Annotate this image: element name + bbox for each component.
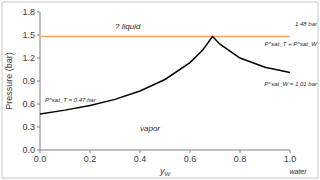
- x-tick-label: 0.6: [184, 154, 197, 164]
- x-tick: [240, 150, 241, 153]
- plot-area: [40, 37, 290, 114]
- y-tick: [37, 104, 40, 105]
- x-tick: [90, 150, 91, 153]
- y-tick: [37, 35, 40, 36]
- x-axis: [40, 150, 290, 151]
- pressure-line: [40, 36, 290, 38]
- annotation: vapor: [140, 124, 160, 133]
- chart: 0.00.30.60.91.21.51.80.00.20.40.60.81.0P…: [0, 0, 320, 180]
- y-tick-label: 0.9: [22, 76, 35, 86]
- annotation: 1.48 bar: [295, 21, 318, 27]
- annotation: P^sat_T + P^sat_W: [265, 41, 319, 47]
- y-tick: [37, 58, 40, 59]
- y-tick: [37, 12, 40, 13]
- annotation: P^sat_T = 0.47 bar: [45, 97, 97, 103]
- x-axis-label: yW: [159, 166, 172, 177]
- y-tick-label: 0.6: [22, 99, 35, 109]
- annotation: P^sat_W = 1.01 bar: [264, 81, 318, 87]
- y-tick-label: 1.5: [22, 30, 35, 40]
- y-tick-label: 1.2: [22, 53, 35, 63]
- y-tick: [37, 81, 40, 82]
- x-tick: [40, 150, 41, 153]
- x-tick: [190, 150, 191, 153]
- annotation: ? liquid: [115, 22, 141, 31]
- x-tick-label: 1.0: [284, 154, 297, 164]
- y-tick: [37, 127, 40, 128]
- y-axis-label: Pressure (bar): [4, 52, 14, 110]
- chart-frame: [2, 2, 318, 178]
- annotation: water: [289, 168, 307, 175]
- x-tick-label: 0.0: [34, 154, 47, 164]
- x-tick: [140, 150, 141, 153]
- x-tick-label: 0.2: [84, 154, 97, 164]
- y-tick-label: 0.3: [22, 122, 35, 132]
- x-tick-label: 0.4: [134, 154, 147, 164]
- x-tick: [290, 150, 291, 153]
- phase-curve: [40, 37, 290, 114]
- x-tick-label: 0.8: [234, 154, 247, 164]
- y-tick-label: 1.8: [22, 7, 35, 17]
